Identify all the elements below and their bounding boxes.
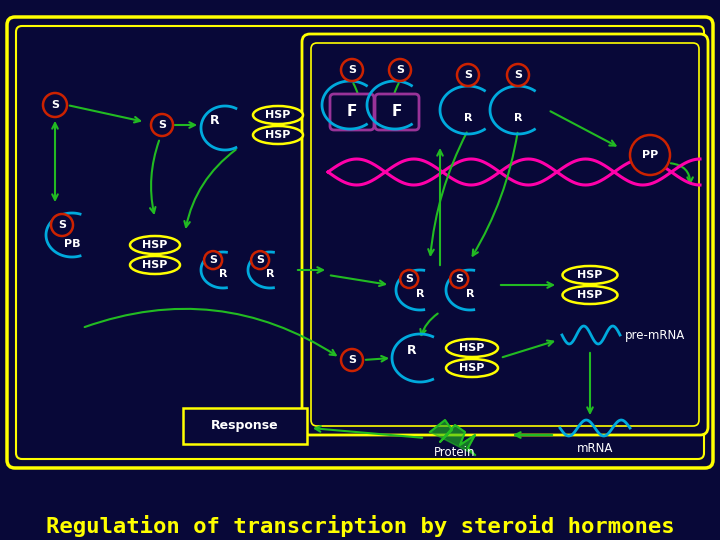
Text: Regulation of transcription by steroid hormones: Regulation of transcription by steroid h… bbox=[45, 515, 675, 537]
Text: S: S bbox=[51, 100, 59, 110]
Circle shape bbox=[43, 93, 67, 117]
FancyBboxPatch shape bbox=[330, 94, 374, 130]
Ellipse shape bbox=[253, 106, 303, 124]
Text: S: S bbox=[405, 274, 413, 284]
Text: PP: PP bbox=[642, 150, 658, 160]
Circle shape bbox=[204, 251, 222, 269]
FancyBboxPatch shape bbox=[375, 94, 419, 130]
Text: S: S bbox=[158, 120, 166, 130]
Text: PB: PB bbox=[64, 239, 80, 249]
Text: pre-mRNA: pre-mRNA bbox=[625, 328, 685, 341]
Circle shape bbox=[151, 114, 173, 136]
Text: HSP: HSP bbox=[143, 240, 168, 250]
Text: S: S bbox=[209, 255, 217, 265]
Circle shape bbox=[457, 64, 479, 86]
Circle shape bbox=[400, 270, 418, 288]
Text: HSP: HSP bbox=[459, 363, 485, 373]
Text: S: S bbox=[455, 274, 463, 284]
Ellipse shape bbox=[562, 266, 618, 284]
Text: R: R bbox=[514, 113, 522, 123]
FancyBboxPatch shape bbox=[311, 43, 699, 426]
FancyBboxPatch shape bbox=[16, 26, 704, 459]
Text: S: S bbox=[396, 65, 404, 75]
Text: S: S bbox=[58, 220, 66, 230]
Text: HSP: HSP bbox=[143, 260, 168, 270]
Text: mRNA: mRNA bbox=[577, 442, 613, 455]
FancyBboxPatch shape bbox=[302, 34, 708, 435]
Ellipse shape bbox=[446, 359, 498, 377]
Ellipse shape bbox=[130, 236, 180, 254]
Text: R: R bbox=[266, 269, 274, 279]
Circle shape bbox=[450, 270, 468, 288]
Text: R: R bbox=[219, 269, 228, 279]
Circle shape bbox=[389, 59, 411, 81]
Polygon shape bbox=[430, 420, 475, 455]
Text: R: R bbox=[408, 343, 417, 356]
Text: S: S bbox=[348, 65, 356, 75]
Text: Protein: Protein bbox=[434, 446, 476, 458]
Circle shape bbox=[341, 349, 363, 371]
Circle shape bbox=[341, 59, 363, 81]
Text: S: S bbox=[464, 70, 472, 80]
FancyBboxPatch shape bbox=[7, 17, 713, 468]
Text: HSP: HSP bbox=[265, 130, 291, 140]
Circle shape bbox=[630, 135, 670, 175]
Text: HSP: HSP bbox=[577, 290, 603, 300]
Text: R: R bbox=[464, 113, 472, 123]
Text: F: F bbox=[392, 105, 402, 119]
FancyBboxPatch shape bbox=[183, 408, 307, 444]
Text: R: R bbox=[415, 289, 424, 299]
Text: S: S bbox=[348, 355, 356, 365]
Text: Response: Response bbox=[211, 420, 279, 433]
Text: HSP: HSP bbox=[577, 270, 603, 280]
Text: HSP: HSP bbox=[265, 110, 291, 120]
Ellipse shape bbox=[130, 256, 180, 274]
Text: S: S bbox=[256, 255, 264, 265]
Ellipse shape bbox=[446, 339, 498, 357]
Text: R: R bbox=[466, 289, 474, 299]
Circle shape bbox=[51, 214, 73, 236]
Circle shape bbox=[251, 251, 269, 269]
Text: F: F bbox=[347, 105, 357, 119]
Text: R: R bbox=[210, 113, 220, 126]
Ellipse shape bbox=[562, 286, 618, 304]
Ellipse shape bbox=[253, 126, 303, 144]
Circle shape bbox=[507, 64, 529, 86]
Text: S: S bbox=[514, 70, 522, 80]
Text: HSP: HSP bbox=[459, 343, 485, 353]
